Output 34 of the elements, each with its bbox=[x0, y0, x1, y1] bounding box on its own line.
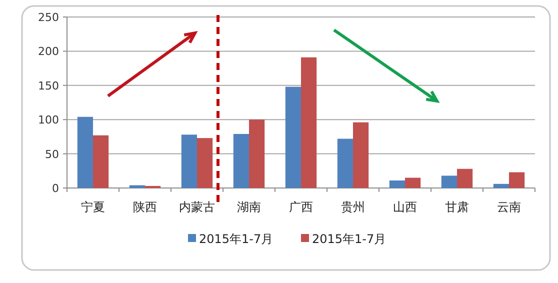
bar bbox=[233, 134, 249, 188]
bar bbox=[301, 57, 317, 188]
bar bbox=[93, 135, 109, 188]
bar bbox=[353, 122, 369, 188]
x-tick-label: 山西 bbox=[393, 200, 417, 214]
y-tick-label: 50 bbox=[45, 148, 59, 161]
y-tick-label: 0 bbox=[52, 182, 59, 195]
bar bbox=[77, 116, 93, 188]
bar bbox=[197, 138, 213, 188]
legend-label: 2015年1-7月 bbox=[199, 232, 274, 246]
bar bbox=[493, 184, 509, 188]
bar bbox=[457, 168, 473, 188]
bar bbox=[405, 178, 421, 188]
x-tick-label: 贵州 bbox=[341, 200, 365, 214]
legend-label: 2015年1-7月 bbox=[312, 232, 386, 246]
bar bbox=[249, 120, 265, 188]
y-tick-label: 100 bbox=[38, 114, 59, 127]
x-tick-label: 广西 bbox=[289, 200, 313, 214]
x-tick-label: 内蒙古 bbox=[179, 200, 215, 214]
x-tick-label: 云南 bbox=[497, 200, 521, 214]
y-tick-label: 150 bbox=[38, 79, 59, 92]
bar bbox=[285, 86, 301, 188]
bar bbox=[129, 185, 145, 188]
x-tick-label: 陕西 bbox=[133, 200, 157, 214]
bar bbox=[389, 180, 405, 188]
x-tick-label: 甘肃 bbox=[445, 200, 469, 214]
bar bbox=[337, 138, 353, 188]
y-tick-label: 200 bbox=[38, 45, 59, 58]
bar bbox=[441, 176, 457, 188]
x-tick-label: 宁夏 bbox=[81, 200, 105, 214]
y-tick-label: 250 bbox=[38, 11, 59, 24]
bar bbox=[509, 172, 525, 188]
x-tick-label: 湖南 bbox=[237, 200, 261, 214]
bar bbox=[181, 134, 197, 188]
